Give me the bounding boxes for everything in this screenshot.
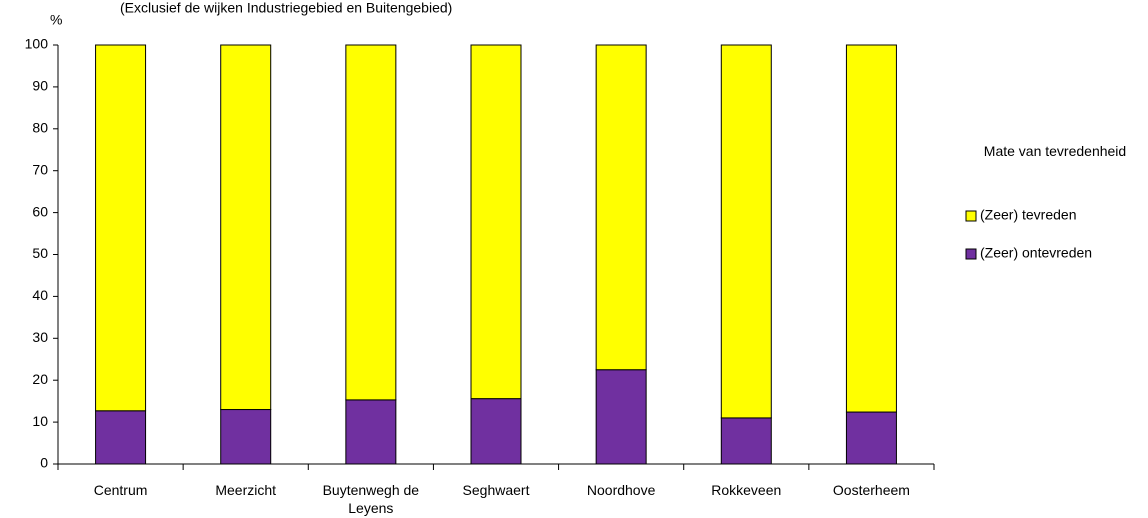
x-tick-label: Seghwaert — [462, 482, 530, 498]
y-tick-label: 0 — [40, 455, 48, 471]
bar-segment — [95, 44, 147, 412]
legend-label: (Zeer) ontevreden — [980, 245, 1092, 261]
y-tick-label: 50 — [32, 245, 48, 261]
x-tick-label: Noordhove — [586, 482, 656, 498]
x-tick-label: Buytenwegh de Leyens — [322, 482, 420, 516]
x-tick-label: Oosterheem — [832, 482, 910, 498]
bar-segment — [470, 398, 522, 465]
bar-segment — [845, 411, 897, 465]
bar-segment — [720, 44, 772, 419]
bar-segment — [470, 44, 522, 400]
y-tick-label: 80 — [32, 120, 48, 136]
x-tick-label: Meerzicht — [215, 482, 277, 498]
y-tick-label: 100 — [25, 36, 49, 52]
bar-segment — [595, 369, 647, 465]
bar-segment — [345, 399, 397, 465]
bar-segment — [345, 44, 397, 401]
legend-swatch — [965, 210, 977, 222]
y-tick-label: 90 — [32, 78, 48, 94]
legend-title: Mate van tevredenheid — [983, 143, 1127, 159]
y-tick-label: 40 — [32, 287, 48, 303]
bar-segment — [720, 417, 772, 465]
legend-label: (Zeer) tevreden — [980, 207, 1076, 223]
bar-segment — [595, 44, 647, 371]
y-tick-label: 20 — [32, 371, 48, 387]
x-tick-label: Centrum — [93, 482, 148, 498]
y-tick-label: 10 — [32, 413, 48, 429]
y-tick-label: 60 — [32, 203, 48, 219]
y-tick-label: 70 — [32, 161, 48, 177]
x-tick-label: Rokkeveen — [711, 482, 782, 498]
bar-segment — [220, 44, 272, 411]
bar-segment — [220, 409, 272, 465]
legend-swatch — [965, 248, 977, 260]
y-axis-label: % — [50, 12, 62, 28]
y-tick-label: 30 — [32, 329, 48, 345]
bar-segment — [95, 410, 147, 465]
chart-subtitle: (Exclusief de wijken Industriegebied en … — [120, 0, 452, 16]
bar-segment — [845, 44, 897, 413]
